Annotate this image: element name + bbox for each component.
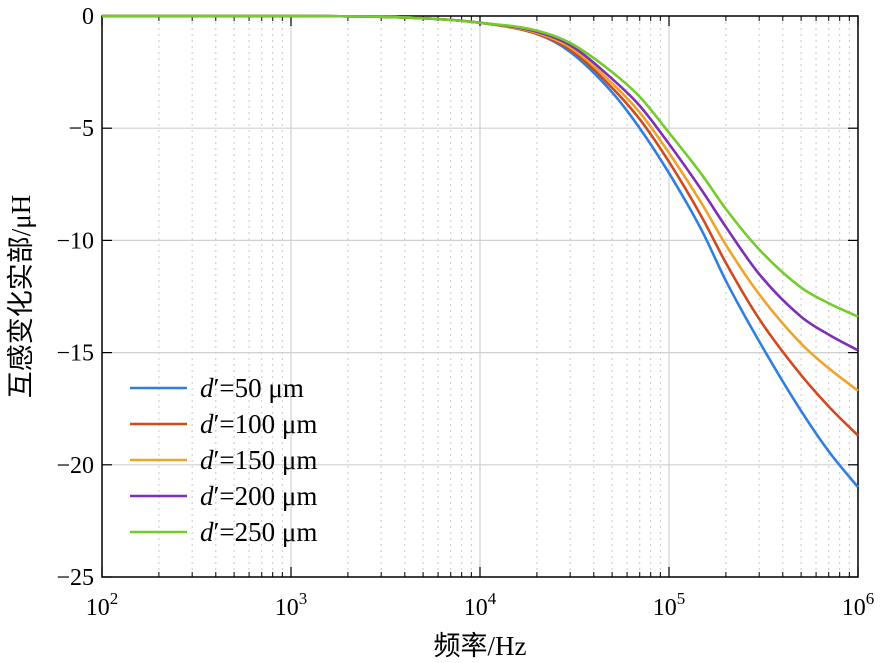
axis-ticks — [101, 15, 859, 578]
y-tick-label: −15 — [56, 341, 94, 367]
legend-variable: d — [200, 445, 214, 475]
x-tick-exponent: 2 — [110, 589, 119, 608]
legend-prime: ′ — [214, 409, 220, 439]
x-tick-exponent: 3 — [299, 589, 308, 608]
legend-variable: d — [200, 481, 214, 511]
legend: d′=50 μmd′=100 μmd′=150 μmd′=200 μmd′=25… — [130, 373, 317, 547]
y-axis-label: 互感变化实部/μH — [6, 195, 36, 398]
legend-label-4: d′=200 μm — [200, 481, 317, 511]
legend-label-2: d′=100 μm — [200, 409, 317, 439]
x-tick-exponent: 4 — [488, 589, 497, 608]
x-tick-base: 10 — [86, 595, 110, 621]
legend-value: =50 μm — [219, 373, 303, 403]
y-tick-label: −10 — [56, 228, 94, 254]
x-tick-label: 104 — [464, 589, 497, 621]
legend-value: =200 μm — [219, 481, 317, 511]
legend-value: =250 μm — [219, 517, 317, 547]
legend-prime: ′ — [214, 445, 220, 475]
legend-value: =150 μm — [219, 445, 317, 475]
series-line-5 — [101, 14, 859, 318]
x-tick-exponent: 6 — [866, 589, 875, 608]
x-tick-base: 10 — [275, 595, 299, 621]
legend-variable: d — [200, 373, 214, 403]
y-tick-label: 0 — [82, 4, 94, 30]
legend-prime: ′ — [214, 517, 220, 547]
series-layer — [101, 14, 860, 489]
x-tick-base: 10 — [842, 595, 866, 621]
x-tick-exponent: 5 — [677, 589, 686, 608]
y-tick-label: −20 — [56, 453, 94, 479]
legend-prime: ′ — [214, 481, 220, 511]
legend-label-1: d′=50 μm — [200, 373, 304, 403]
legend-variable: d — [200, 409, 214, 439]
x-tick-label: 106 — [842, 589, 875, 621]
x-tick-base: 10 — [653, 595, 677, 621]
legend-label-5: d′=250 μm — [200, 517, 317, 547]
x-tick-base: 10 — [464, 595, 488, 621]
x-tick-label: 102 — [86, 589, 119, 621]
major-grid — [102, 16, 858, 577]
x-axis-label: 频率/Hz — [434, 631, 527, 661]
x-tick-label: 105 — [653, 589, 686, 621]
legend-prime: ′ — [214, 373, 220, 403]
legend-label-3: d′=150 μm — [200, 445, 317, 475]
y-tick-labels: 0 −5 −10 −15 −20 −25 — [56, 4, 94, 591]
legend-value: =100 μm — [219, 409, 317, 439]
y-tick-label: −25 — [56, 565, 94, 591]
x-tick-label: 103 — [275, 589, 308, 621]
y-tick-label: −5 — [68, 116, 94, 142]
legend-variable: d — [200, 517, 214, 547]
x-tick-labels: 102 103 104 105 106 — [86, 589, 875, 621]
